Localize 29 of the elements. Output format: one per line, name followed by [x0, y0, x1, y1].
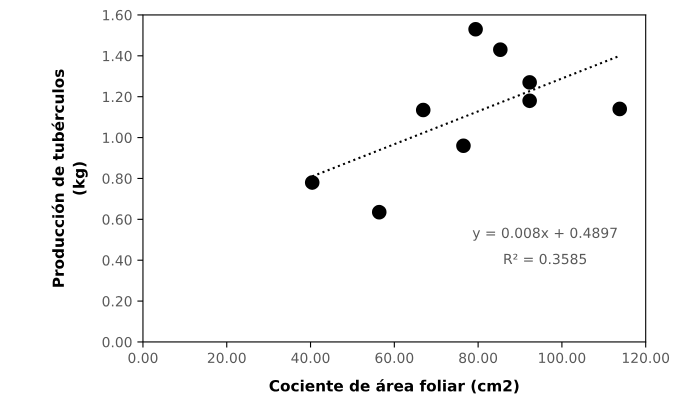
point: [468, 22, 483, 37]
point: [522, 94, 537, 108]
point: [493, 42, 508, 57]
x-tick-label: 80.00: [459, 352, 498, 364]
y-axis-title: Producción de tubérculos (kg): [52, 69, 88, 287]
y-tick-label: 0.00: [102, 336, 132, 348]
point: [416, 102, 431, 118]
x-tick-label: 40.00: [291, 352, 330, 364]
x-tick-label: 20.00: [208, 352, 246, 364]
point: [304, 175, 320, 190]
annotation: y = 0.008x + 0.4897: [472, 228, 617, 241]
y-tick-label: 1.60: [103, 10, 132, 20]
x-tick-label: 120.00: [622, 352, 670, 364]
x-tick-label: 0.00: [128, 352, 158, 364]
point: [372, 204, 387, 220]
point: [522, 75, 537, 90]
y-tick-label: 0.80: [102, 173, 132, 184]
y-tick-label: 1.20: [103, 92, 132, 102]
x-tick-label: 100.00: [539, 352, 586, 364]
y-tick-label: 0.60: [102, 214, 132, 225]
point: [456, 138, 471, 154]
x-axis-title: Cociente de área foliar (cm2): [270, 379, 519, 394]
x-tick-label: 60.00: [375, 352, 414, 364]
annotation: R² = 0.3585: [504, 254, 586, 264]
y-tick-label: 1.40: [103, 50, 132, 62]
y-tick-label: 1.00: [103, 132, 132, 144]
y-tick-label: 0.20: [102, 296, 132, 307]
y-tick-label: 0.40: [102, 255, 132, 266]
point: [612, 102, 628, 116]
